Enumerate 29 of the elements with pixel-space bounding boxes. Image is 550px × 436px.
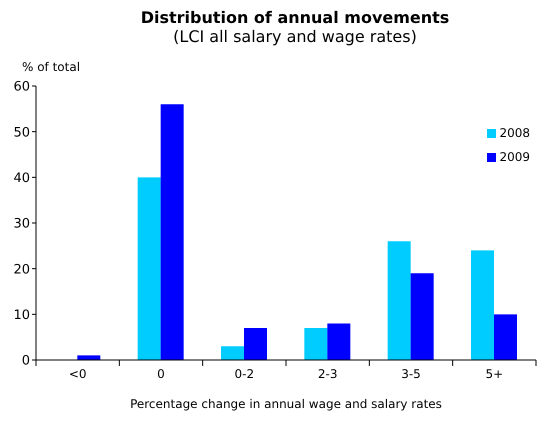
y-tick-label: 30 <box>13 216 30 232</box>
x-axis-title: Percentage change in annual wage and salary rates <box>130 397 442 411</box>
bar <box>410 273 434 360</box>
y-tick-label: 10 <box>13 308 30 323</box>
y-axis-title: % of total <box>22 60 82 76</box>
chart-title: Distribution of annual movements <box>140 8 450 27</box>
bar <box>304 328 328 360</box>
bar <box>244 328 267 360</box>
y-tick-label: 60 <box>13 80 30 95</box>
legend-label: 2008 <box>499 126 530 140</box>
y-tick-label: 40 <box>13 170 30 186</box>
x-tick-label: 5+ <box>485 367 504 381</box>
x-tick-label: <0 <box>68 367 87 381</box>
y-tick-label: 20 <box>13 262 30 278</box>
y-tick-label: 50 <box>13 125 30 140</box>
bar <box>138 177 161 360</box>
bar <box>160 104 184 360</box>
x-tick-label: 2-3 <box>318 367 338 381</box>
bar <box>471 250 494 360</box>
bar <box>327 323 350 360</box>
bar <box>221 346 244 360</box>
x-tick-label: 3-5 <box>401 367 421 381</box>
bar <box>388 241 411 360</box>
x-tick-label: 0-2 <box>234 367 254 381</box>
legend-label: 2009 <box>499 150 530 164</box>
bar <box>494 314 517 360</box>
x-tick-label: 0 <box>157 367 165 381</box>
chart-subtitle: (LCI all salary and wage rates) <box>172 27 418 46</box>
y-tick-label: 0 <box>22 354 30 369</box>
